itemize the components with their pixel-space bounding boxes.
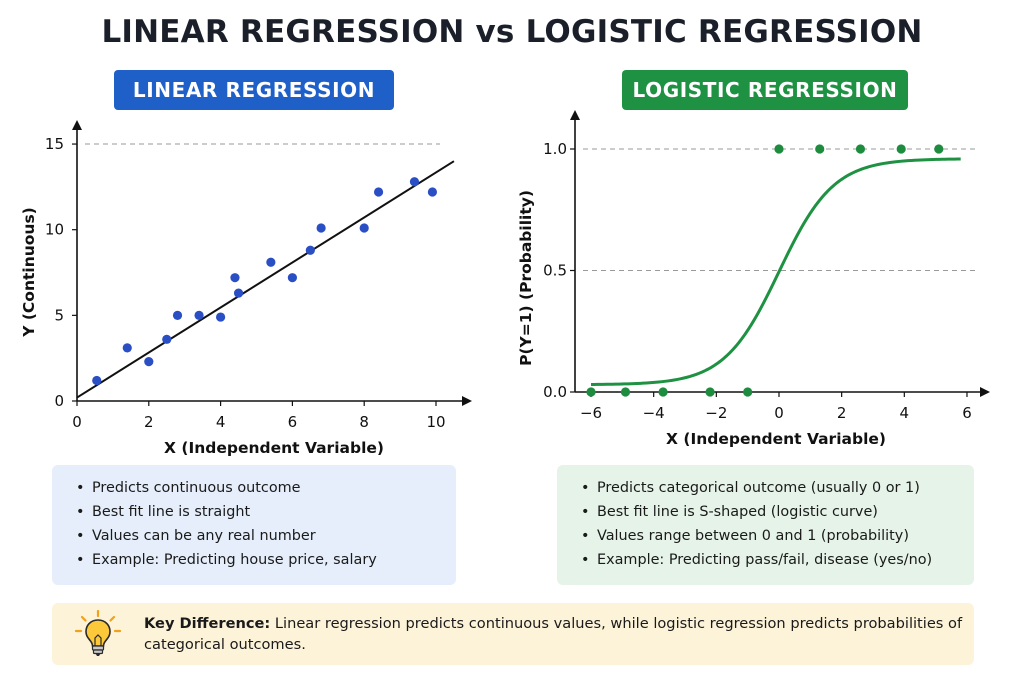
key-difference-text: Key Difference: Linear regression predic… xyxy=(144,613,964,655)
data-point xyxy=(316,223,326,233)
data-point xyxy=(855,144,866,154)
data-point xyxy=(287,273,297,283)
logistic-summary-item: Values range between 0 and 1 (probabilit… xyxy=(575,524,956,548)
lightbulb-icon xyxy=(74,609,122,656)
x-axis-arrow xyxy=(462,396,472,406)
x-tick-label: 2 xyxy=(144,413,154,431)
x-axis-arrow xyxy=(980,387,990,397)
data-point xyxy=(359,223,369,233)
y-tick-label: 10 xyxy=(45,221,64,239)
data-point xyxy=(216,312,226,322)
linear-summary-item: Predicts continuous outcome xyxy=(70,476,438,500)
data-point xyxy=(743,387,753,397)
logistic-chart-title: LOGISTIC REGRESSION xyxy=(622,70,908,110)
fit-line xyxy=(76,160,455,399)
data-point xyxy=(427,187,438,197)
y-axis-label: Y (Continuous) xyxy=(20,207,38,338)
x-tick-label: −2 xyxy=(705,404,727,422)
x-tick-label: 0 xyxy=(774,404,784,422)
y-axis-arrow xyxy=(72,120,82,130)
data-point xyxy=(620,387,631,397)
logistic-summary-box: Predicts categorical outcome (usually 0 … xyxy=(557,465,974,585)
key-difference-body: Linear regression predicts continuous va… xyxy=(144,615,963,653)
data-point xyxy=(162,334,172,344)
data-point xyxy=(92,375,102,386)
data-point xyxy=(144,357,154,367)
x-tick-label: 4 xyxy=(900,404,910,422)
x-tick-label: −6 xyxy=(580,404,602,422)
linear-summary-item: Best fit line is straight xyxy=(70,500,438,524)
key-difference-box: Key Difference: Linear regression predic… xyxy=(52,603,974,665)
data-point xyxy=(586,387,596,397)
data-point xyxy=(934,144,944,154)
data-point xyxy=(194,310,204,320)
x-tick-label: 0 xyxy=(72,413,82,431)
x-tick-label: 8 xyxy=(359,413,369,431)
x-tick-label: 2 xyxy=(837,404,847,422)
data-point xyxy=(815,144,825,154)
linear-summary-item: Values can be any real number xyxy=(70,524,438,548)
key-difference-label: Key Difference: xyxy=(144,615,271,632)
logistic-curve xyxy=(591,157,961,386)
data-point xyxy=(233,288,244,298)
data-point xyxy=(896,144,906,154)
y-tick-label: 1.0 xyxy=(543,140,567,158)
x-axis-label: X (Independent Variable) xyxy=(164,439,384,457)
y-tick-label: 0.0 xyxy=(543,383,567,401)
data-point xyxy=(409,177,420,187)
y-tick-label: 0.5 xyxy=(543,262,567,280)
data-point xyxy=(774,144,784,154)
page-title: LINEAR REGRESSION vs LOGISTIC REGRESSION xyxy=(101,14,923,50)
data-point xyxy=(266,257,276,267)
linear-summary-item: Example: Predicting house price, salary xyxy=(70,548,438,572)
x-axis-label: X (Independent Variable) xyxy=(666,430,886,448)
y-axis-arrow xyxy=(570,110,580,120)
data-point xyxy=(305,245,315,255)
logistic-summary-item: Example: Predicting pass/fail, disease (… xyxy=(575,548,956,572)
data-point xyxy=(172,310,183,320)
data-point xyxy=(373,187,384,197)
linear-summary-box: Predicts continuous outcome Best fit lin… xyxy=(52,465,456,585)
data-point xyxy=(122,343,132,353)
y-axis-label: P(Y=1) (Probability) xyxy=(517,190,535,366)
x-tick-label: −4 xyxy=(643,404,665,422)
logistic-summary-item: Predicts categorical outcome (usually 0 … xyxy=(575,476,956,500)
x-tick-label: 6 xyxy=(962,404,972,422)
y-tick-label: 0 xyxy=(54,392,64,410)
logistic-summary-item: Best fit line is S-shaped (logistic curv… xyxy=(575,500,956,524)
data-point xyxy=(705,387,715,397)
y-tick-label: 15 xyxy=(45,135,64,153)
x-tick-label: 10 xyxy=(426,413,445,431)
x-tick-label: 4 xyxy=(216,413,226,431)
data-point xyxy=(230,273,240,283)
x-tick-label: 6 xyxy=(288,413,298,431)
y-tick-label: 5 xyxy=(54,306,64,324)
data-point xyxy=(658,387,668,397)
linear-chart-title: LINEAR REGRESSION xyxy=(114,70,394,110)
